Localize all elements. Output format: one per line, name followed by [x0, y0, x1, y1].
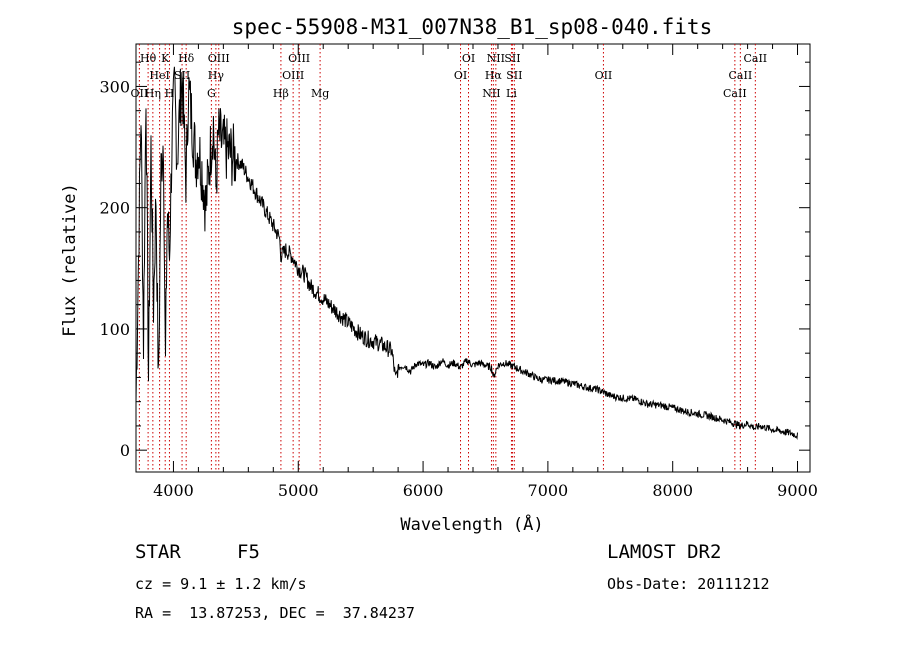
x-tick-label: 4000 — [153, 481, 194, 500]
reference-line-label: SII — [504, 52, 520, 65]
y-tick-label: 0 — [120, 441, 130, 460]
redshift-label: cz = 9.1 ± 1.2 km/s — [135, 575, 307, 593]
reference-line-label: Mg — [311, 87, 329, 100]
y-tick-label: 200 — [99, 199, 130, 218]
axis-tick-labels: 4000 5000 6000 7000 8000 9000 0 100 200 300 — [99, 77, 817, 500]
reference-line-label: OII — [131, 87, 149, 100]
reference-line-label: SII — [506, 69, 522, 82]
reference-line-label: CaII — [743, 52, 767, 65]
reference-line-label: OIII — [208, 52, 230, 65]
reference-line-label: SII — [174, 69, 190, 82]
reference-line-label: NII — [487, 52, 505, 65]
reference-lines — [138, 44, 756, 472]
x-tick-label: 5000 — [278, 481, 319, 500]
reference-line-label: Hβ — [273, 87, 289, 100]
reference-line-label: Hγ — [208, 69, 225, 82]
class-label: STAR — [135, 541, 181, 563]
y-axis-label: Flux (relative) — [60, 183, 80, 337]
reference-line-label: OIII — [282, 69, 304, 82]
reference-line-label: CaII — [729, 69, 753, 82]
coordinates-label: RA = 13.87253, DEC = 37.84237 — [135, 604, 415, 622]
reference-line-label: CaII — [723, 87, 747, 100]
reference-line-label: OI — [454, 69, 467, 82]
reference-line-label: HeI — [149, 69, 169, 82]
survey-label: LAMOST DR2 — [607, 541, 722, 563]
axis-ticks — [136, 44, 810, 472]
spectrum-line — [135, 66, 798, 441]
reference-line-label: H — [165, 87, 175, 100]
y-tick-label: 100 — [99, 320, 130, 339]
reference-line-label: Hθ — [140, 52, 157, 65]
x-tick-label: 7000 — [528, 481, 569, 500]
reference-line-label: OIII — [288, 52, 310, 65]
reference-line-label: Hδ — [178, 52, 195, 65]
plot-frame — [135, 43, 811, 473]
reference-line-label: NII — [482, 87, 500, 100]
x-tick-label: 6000 — [403, 481, 444, 500]
y-tick-label: 300 — [99, 77, 130, 96]
x-tick-label: 8000 — [652, 481, 693, 500]
reference-line-label: OII — [595, 69, 613, 82]
reference-line-label: K — [161, 52, 170, 65]
reference-line-label: Li — [506, 87, 517, 100]
spectrum-series — [135, 66, 798, 441]
reference-line-label: Hη — [145, 87, 161, 100]
subclass-label: F5 — [237, 541, 260, 563]
chart-title: spec-55908-M31_007N38_B1_sp08-040.fits — [232, 15, 712, 39]
obs-date-label: Obs-Date: 20111212 — [607, 575, 770, 593]
reference-line-label: Hα — [485, 69, 503, 82]
reference-line-label: G — [207, 87, 216, 100]
x-axis-label: Wavelength (Å) — [400, 513, 543, 535]
reference-line-label: OI — [462, 52, 475, 65]
x-tick-label: 9000 — [777, 481, 818, 500]
